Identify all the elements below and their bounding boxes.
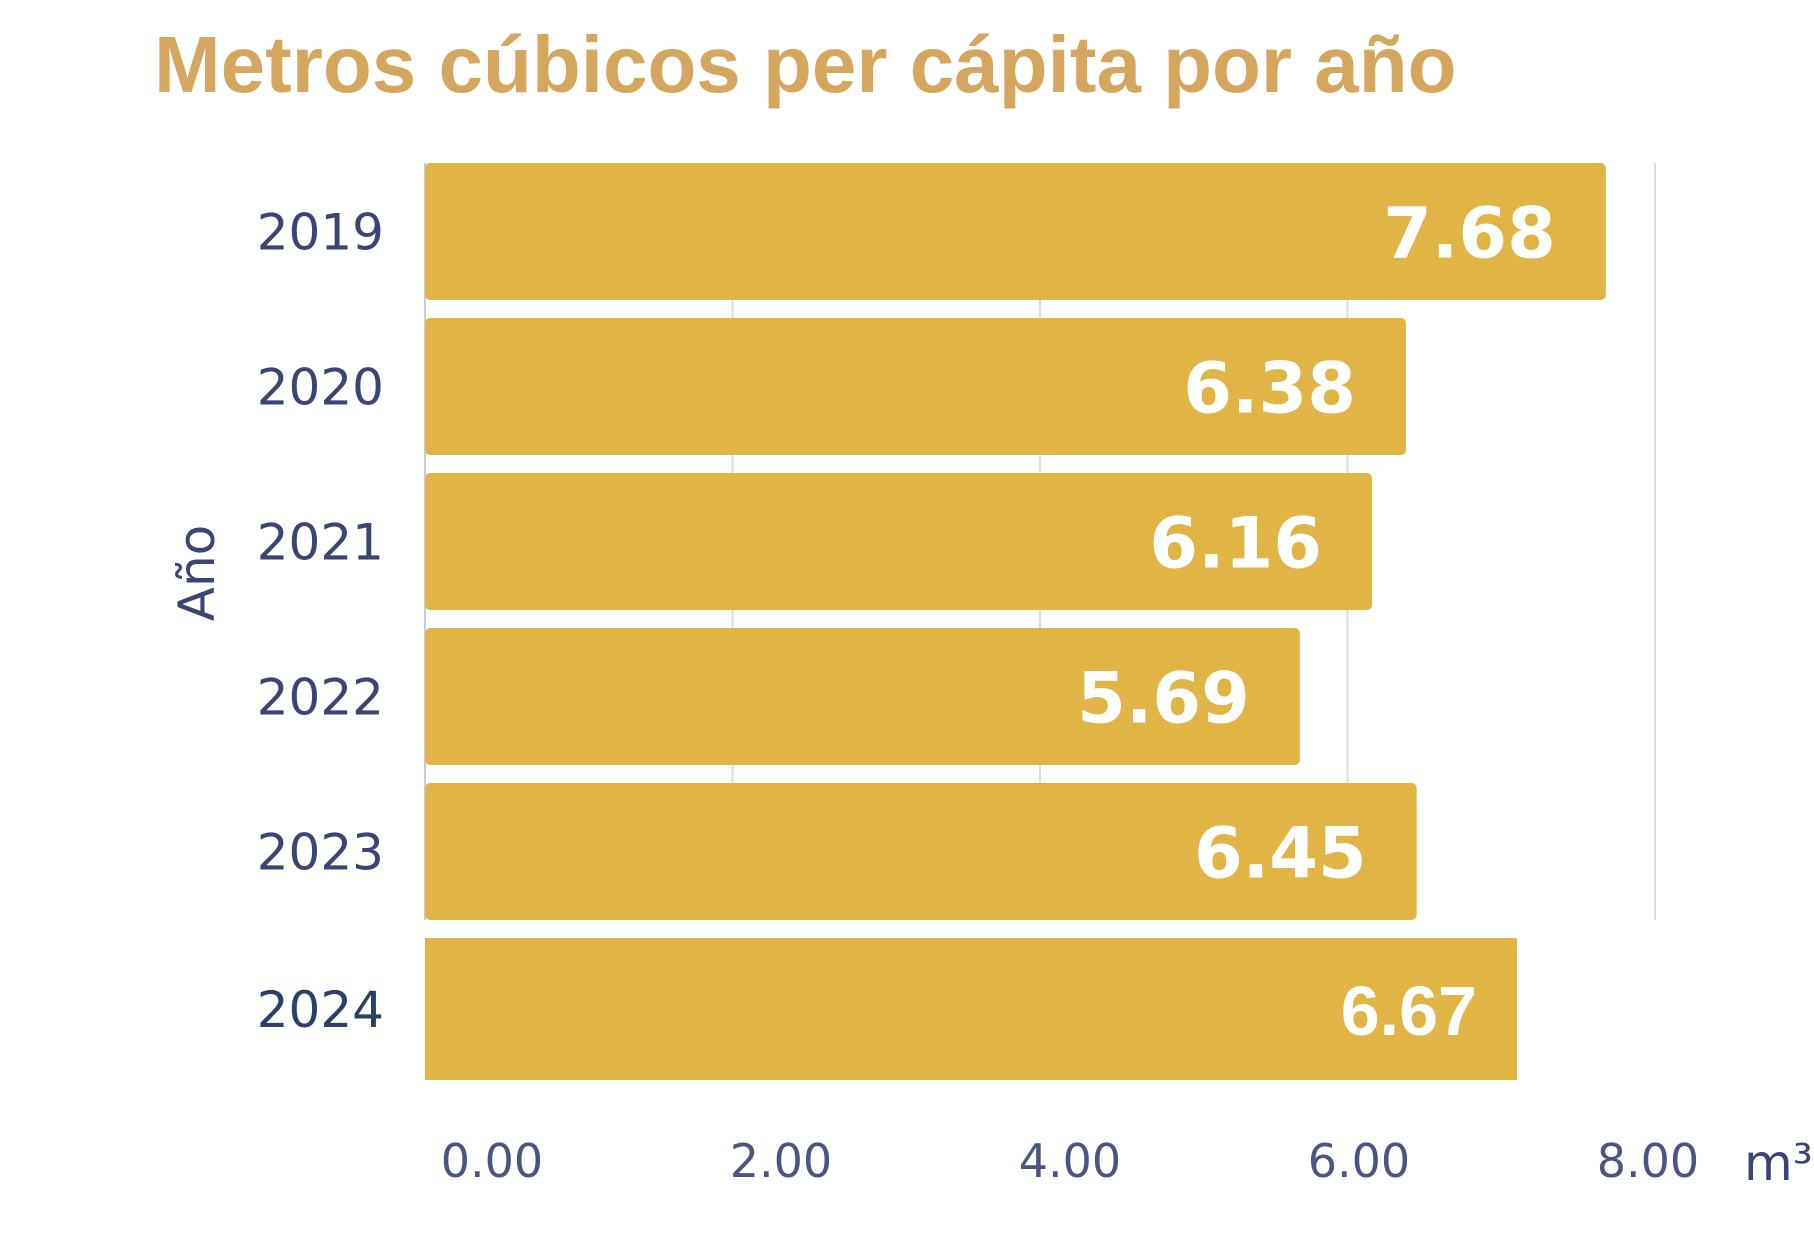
x-tick-label: 4.00 [1019,1134,1121,1188]
category-label: 2022 [257,669,384,727]
bar-2022 [425,628,1300,765]
bar-2019 [425,163,1606,300]
category-label: 2023 [257,824,384,882]
bar-2024 [425,938,1517,1080]
bars: 7.68 6.38 6.16 5.69 6.45 6.67 [425,163,1606,1080]
category-label: 2024 [257,981,384,1039]
x-tick-label: 8.00 [1597,1134,1699,1188]
bar-2021 [425,473,1373,610]
x-tick-label: 6.00 [1308,1134,1410,1188]
value-label: 6.38 [1183,348,1356,430]
category-label: 2019 [257,204,384,262]
chart-title: Metros cúbicos per cápita por año [154,20,1457,109]
value-label: 6.45 [1194,813,1367,895]
bar-2023 [425,783,1417,920]
x-axis-label: m³ [1744,1134,1813,1192]
x-tick-labels: 0.00 2.00 4.00 6.00 8.00 [441,1134,1699,1188]
value-label: 5.69 [1077,658,1250,740]
y-axis-label: Año [168,525,226,621]
value-label: 6.16 [1149,503,1322,585]
value-label: 6.67 [1341,972,1477,1050]
bar-2020 [425,318,1406,455]
x-tick-label: 2.00 [730,1134,832,1188]
category-label: 2021 [257,514,384,572]
x-tick-label: 0.00 [441,1134,543,1188]
value-label: 7.68 [1383,193,1556,275]
y-tick-labels: 2019 2020 2021 2022 2023 2024 [257,204,384,1040]
category-label: 2020 [257,359,384,417]
